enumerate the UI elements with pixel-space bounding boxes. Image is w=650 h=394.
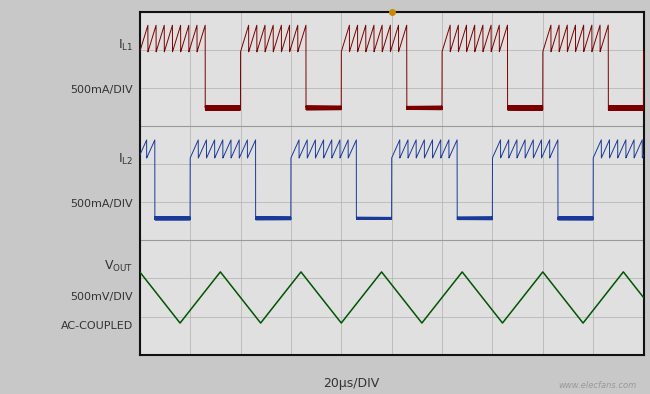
Text: 20μs/DIV: 20μs/DIV <box>323 377 380 390</box>
Text: $\mathregular{I_{L2}}$: $\mathregular{I_{L2}}$ <box>118 152 133 167</box>
Text: $\mathregular{V_{OUT}}$: $\mathregular{V_{OUT}}$ <box>104 259 133 274</box>
Text: 500mA/DIV: 500mA/DIV <box>71 85 133 95</box>
Text: 500mA/DIV: 500mA/DIV <box>71 199 133 209</box>
Text: www.elecfans.com: www.elecfans.com <box>559 381 637 390</box>
Text: AC-COUPLED: AC-COUPLED <box>61 321 133 331</box>
Text: $\mathregular{I_{L1}}$: $\mathregular{I_{L1}}$ <box>118 38 133 53</box>
Text: 500mV/DIV: 500mV/DIV <box>71 292 133 303</box>
